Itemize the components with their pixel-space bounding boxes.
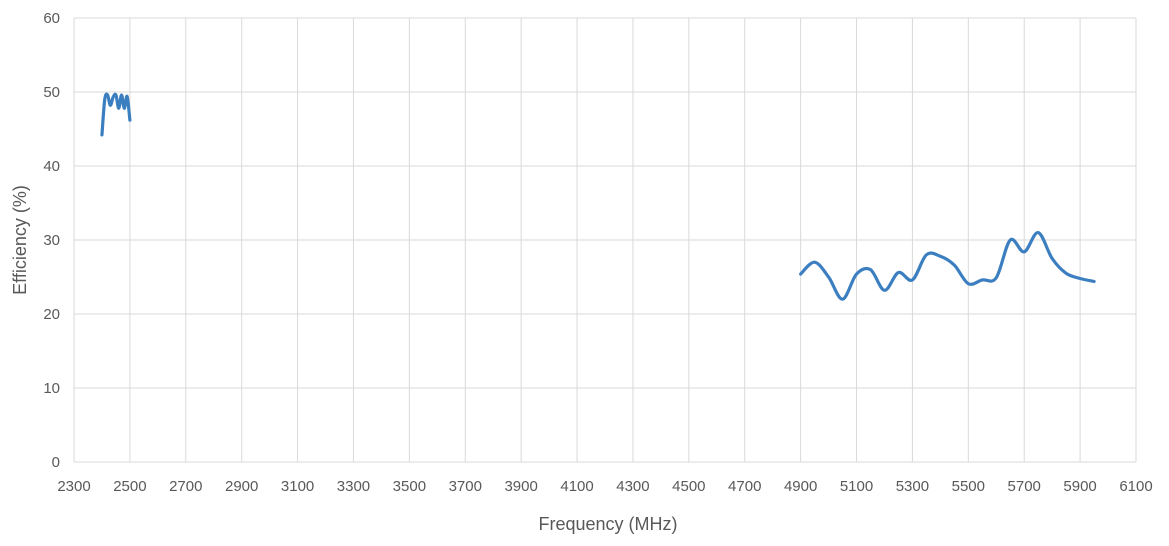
x-tick-label: 2900 bbox=[225, 478, 258, 495]
y-tick-label: 30 bbox=[43, 232, 60, 249]
x-tick-label: 5300 bbox=[896, 478, 929, 495]
x-tick-label: 4700 bbox=[728, 478, 761, 495]
plot-series bbox=[100, 92, 1096, 301]
series-line bbox=[100, 92, 132, 137]
x-tick-label: 3300 bbox=[337, 478, 370, 495]
x-axis-ticks: 2300 2500 2700 2900 3100 3300 3500 3700 3900 4100… bbox=[57, 478, 1152, 495]
x-tick-label: 4500 bbox=[672, 478, 705, 495]
x-tick-label: 4100 bbox=[560, 478, 593, 495]
x-tick-label: 5100 bbox=[840, 478, 873, 495]
y-axis-title: Efficiency (%) bbox=[10, 185, 30, 295]
x-tick-label: 3900 bbox=[504, 478, 537, 495]
x-tick-label: 4900 bbox=[784, 478, 817, 495]
x-tick-label: 2700 bbox=[169, 478, 202, 495]
series-line bbox=[799, 231, 1096, 301]
x-tick-label: 3700 bbox=[449, 478, 482, 495]
x-tick-label: 5900 bbox=[1063, 478, 1096, 495]
y-axis-ticks: 0 10 20 30 40 50 60 bbox=[43, 10, 60, 471]
x-tick-label: 3100 bbox=[281, 478, 314, 495]
x-tick-label: 2500 bbox=[113, 478, 146, 495]
x-tick-label: 4300 bbox=[616, 478, 649, 495]
y-tick-label: 0 bbox=[52, 454, 60, 471]
x-tick-label: 5700 bbox=[1008, 478, 1041, 495]
y-tick-label: 60 bbox=[43, 10, 60, 27]
x-tick-label: 5500 bbox=[952, 478, 985, 495]
y-tick-label: 20 bbox=[43, 306, 60, 323]
y-tick-label: 50 bbox=[43, 84, 60, 101]
chart-grid bbox=[73, 17, 1137, 463]
x-tick-label: 2300 bbox=[57, 478, 90, 495]
x-tick-label: 3500 bbox=[393, 478, 426, 495]
x-tick-label: 6100 bbox=[1119, 478, 1152, 495]
y-tick-label: 10 bbox=[43, 380, 60, 397]
y-tick-label: 40 bbox=[43, 158, 60, 175]
x-axis-title: Frequency (MHz) bbox=[538, 514, 677, 534]
